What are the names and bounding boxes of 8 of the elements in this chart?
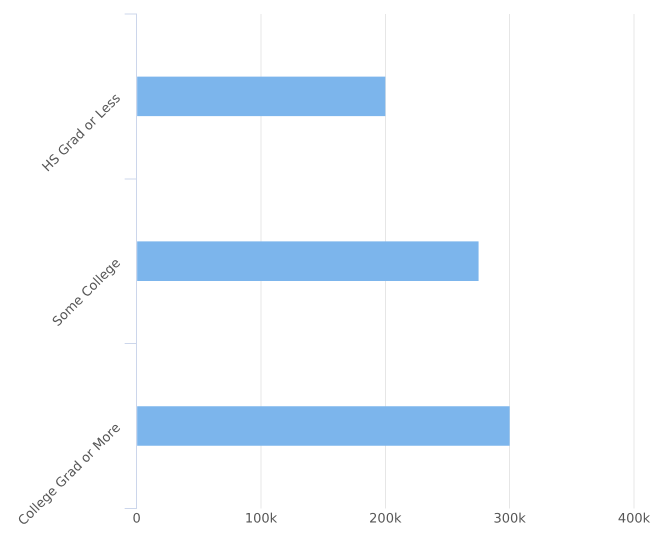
x-tick-label: 100k (244, 512, 278, 527)
x-tick-label: 300k (493, 512, 526, 527)
x-tick-label: 400k (618, 512, 651, 527)
x-tick-label: 200k (369, 512, 402, 527)
bar (137, 406, 510, 446)
bar (137, 241, 479, 281)
bar (137, 76, 386, 116)
x-tick-label: 0 (132, 512, 141, 527)
